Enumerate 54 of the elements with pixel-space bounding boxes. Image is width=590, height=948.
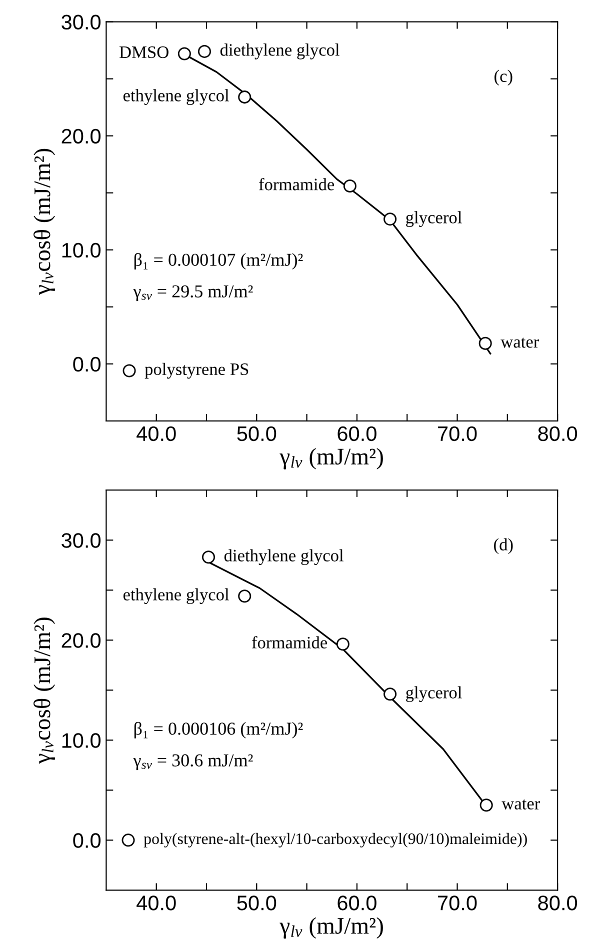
annotation: poly(styrene-alt-(hexyl/10-carboxydecyl(90/10)maleimide)) <box>144 832 527 848</box>
point <box>238 590 252 603</box>
x-tick-label: 50.0 <box>237 896 276 910</box>
annotation: diethylene glycol <box>220 44 340 60</box>
annotation: formamide <box>252 636 328 648</box>
x-axis-title: γ$_{lv}$ (mJ/m²) <box>280 917 383 939</box>
annotation: DMSO <box>119 46 168 58</box>
annotation: formamide <box>259 178 334 190</box>
y-tick-label: 30.0 <box>62 14 101 30</box>
point <box>122 834 135 847</box>
point <box>480 798 493 812</box>
y-axis-title: γ$_{lv}$cosθ (mJ/m²) <box>34 618 56 764</box>
point <box>198 44 211 58</box>
x-tick-label: 40.0 <box>136 426 176 442</box>
point <box>384 212 397 226</box>
annotation: β₁ = 0.000106 (m²/mJ)² <box>134 722 303 738</box>
x-tick-label: 80.0 <box>538 426 578 442</box>
y-tick-label: 10.0 <box>62 242 101 258</box>
annotation: (c) <box>494 70 512 86</box>
annotation: water <box>502 800 540 810</box>
annotation: glycerol <box>406 211 462 227</box>
annotation: ethylene glycol <box>123 89 229 105</box>
annotation: water <box>500 338 540 348</box>
y-tick-label: 30.0 <box>62 533 101 548</box>
y-tick-label: 0.0 <box>73 356 101 372</box>
point <box>178 47 191 60</box>
point <box>202 550 216 564</box>
y-tick-label: 20.0 <box>62 128 101 144</box>
y-tick-label: 10.0 <box>62 733 101 748</box>
annotation: γ$_{sv}$ = 30.6 mJ/m² <box>133 754 253 770</box>
annotation: ethylene glycol <box>123 588 229 604</box>
annotation: (d) <box>494 538 513 554</box>
x-tick-label: 40.0 <box>136 896 176 910</box>
point <box>384 688 397 701</box>
y-axis-title: γ$_{lv}$cosθ (mJ/m²) <box>34 148 56 295</box>
y-tick-label: 20.0 <box>62 633 101 648</box>
annotation: diethylene glycol <box>224 549 344 566</box>
x-tick-label: 80.0 <box>538 896 578 910</box>
x-tick-label: 70.0 <box>438 426 477 442</box>
x-axis-title: γ$_{lv}$ (mJ/m²) <box>280 448 383 470</box>
x-tick-label: 50.0 <box>237 426 276 442</box>
point <box>343 180 356 193</box>
annotation: glycerol <box>406 686 462 702</box>
y-tick-label: 0.0 <box>73 833 101 848</box>
point <box>336 638 350 651</box>
x-tick-label: 70.0 <box>438 896 477 910</box>
annotation: β₁ = 0.000107 (m²/mJ)² <box>134 252 303 270</box>
point <box>122 364 136 378</box>
point <box>478 336 492 350</box>
annotation: γ$_{sv}$ = 29.5 mJ/m² <box>133 285 253 302</box>
x-tick-label: 60.0 <box>338 426 376 442</box>
point <box>238 90 252 104</box>
annotation: polystyrene PS <box>144 362 248 379</box>
x-tick-label: 60.0 <box>338 896 376 910</box>
